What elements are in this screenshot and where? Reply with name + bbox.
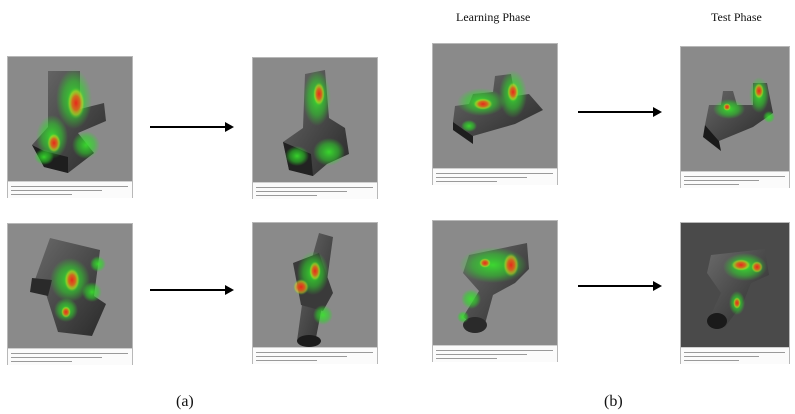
subfigure-label-a: (a) — [176, 393, 194, 410]
heatmap-panel-b-learning-bottom — [432, 220, 558, 362]
test-phase-heading: Test Phase — [711, 10, 762, 24]
arrow-right-icon — [150, 122, 234, 132]
heatmap-panel-b-test-bottom — [680, 222, 790, 364]
arrow-right-icon — [150, 285, 234, 295]
heatmap-panel-b-test-top — [680, 46, 790, 188]
subfigure-label-b: (b) — [604, 393, 623, 410]
heatmap-panel-b-learning-top — [432, 43, 558, 185]
heatmap-panel-a-top-right — [252, 57, 378, 199]
learning-phase-heading: Learning Phase — [456, 10, 531, 24]
arrow-right-icon — [578, 281, 662, 291]
heatmap-panel-a-bottom-left — [7, 223, 133, 365]
arrow-right-icon — [578, 107, 662, 117]
heatmap-panel-a-top-left — [7, 56, 133, 198]
heatmap-panel-a-bottom-right — [252, 222, 378, 364]
